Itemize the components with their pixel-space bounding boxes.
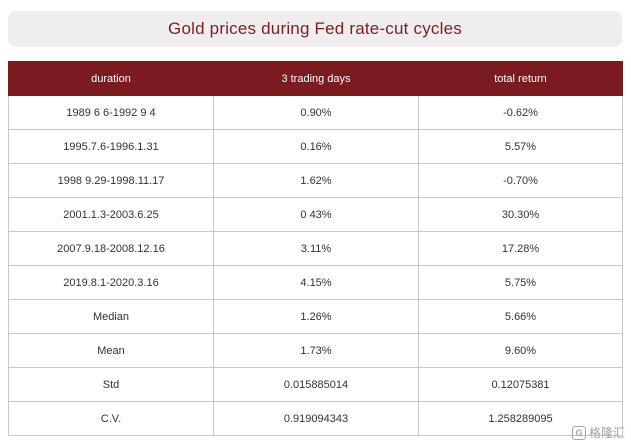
- table-row: Median 1.26% 5.66%: [8, 299, 623, 334]
- cell-duration: 2007.9.18-2008.12.16: [8, 231, 214, 266]
- watermark-logo-icon: G: [571, 425, 586, 440]
- cell-total-return: 5.66%: [418, 299, 623, 334]
- table-row: C.V. 0.919094343 1.258289095: [8, 401, 623, 436]
- header-duration: duration: [8, 61, 214, 96]
- cell-3-trading-days: 0.919094343: [213, 401, 419, 436]
- cell-total-return: 1.258289095: [418, 401, 623, 436]
- cell-total-return: 0.12075381: [418, 367, 623, 402]
- table-row: 1998 9.29-1998.11.17 1.62% -0.70%: [8, 163, 623, 198]
- header-total-return: total return: [418, 61, 623, 96]
- cell-duration: 1998 9.29-1998.11.17: [8, 163, 214, 198]
- cell-total-return: 9.60%: [418, 333, 623, 368]
- table-row: 2019.8.1-2020.3.16 4.15% 5.75%: [8, 265, 623, 300]
- cell-3-trading-days: 0.90%: [213, 95, 419, 130]
- cell-total-return: 5.75%: [418, 265, 623, 300]
- cell-3-trading-days: 1.26%: [213, 299, 419, 334]
- table-row: 1995.7.6-1996.1.31 0.16% 5.57%: [8, 129, 623, 164]
- table-row: Std 0.015885014 0.12075381: [8, 367, 623, 402]
- cell-duration: 1989 6 6-1992 9 4: [8, 95, 214, 130]
- header-3-trading-days: 3 trading days: [213, 61, 419, 96]
- table-row: 1989 6 6-1992 9 4 0.90% -0.62%: [8, 95, 623, 130]
- watermark: G 格隆汇: [571, 424, 625, 441]
- cell-duration: 2019.8.1-2020.3.16: [8, 265, 214, 300]
- gold-price-table: duration 3 trading days total return 198…: [8, 61, 623, 436]
- cell-stat-label: Median: [8, 299, 214, 334]
- cell-total-return: -0.70%: [418, 163, 623, 198]
- cell-3-trading-days: 0.015885014: [213, 367, 419, 402]
- table-row: Mean 1.73% 9.60%: [8, 333, 623, 368]
- cell-total-return: 17.28%: [418, 231, 623, 266]
- cell-3-trading-days: 0 43%: [213, 197, 419, 232]
- cell-3-trading-days: 1.73%: [213, 333, 419, 368]
- cell-total-return: 5.57%: [418, 129, 623, 164]
- cell-3-trading-days: 1.62%: [213, 163, 419, 198]
- cell-total-return: 30.30%: [418, 197, 623, 232]
- page-title: Gold prices during Fed rate-cut cycles: [168, 19, 462, 38]
- cell-total-return: -0.62%: [418, 95, 623, 130]
- table-header-row: duration 3 trading days total return: [8, 61, 623, 96]
- cell-3-trading-days: 3.11%: [213, 231, 419, 266]
- cell-3-trading-days: 0.16%: [213, 129, 419, 164]
- cell-duration: 1995.7.6-1996.1.31: [8, 129, 214, 164]
- table-row: 2001.1.3-2003.6.25 0 43% 30.30%: [8, 197, 623, 232]
- cell-stat-label: Std: [8, 367, 214, 402]
- cell-stat-label: C.V.: [8, 401, 214, 436]
- table-row: 2007.9.18-2008.12.16 3.11% 17.28%: [8, 231, 623, 266]
- watermark-text: 格隆汇: [588, 426, 625, 440]
- cell-3-trading-days: 4.15%: [213, 265, 419, 300]
- cell-duration: 2001.1.3-2003.6.25: [8, 197, 214, 232]
- title-bar: Gold prices during Fed rate-cut cycles: [8, 11, 622, 47]
- cell-stat-label: Mean: [8, 333, 214, 368]
